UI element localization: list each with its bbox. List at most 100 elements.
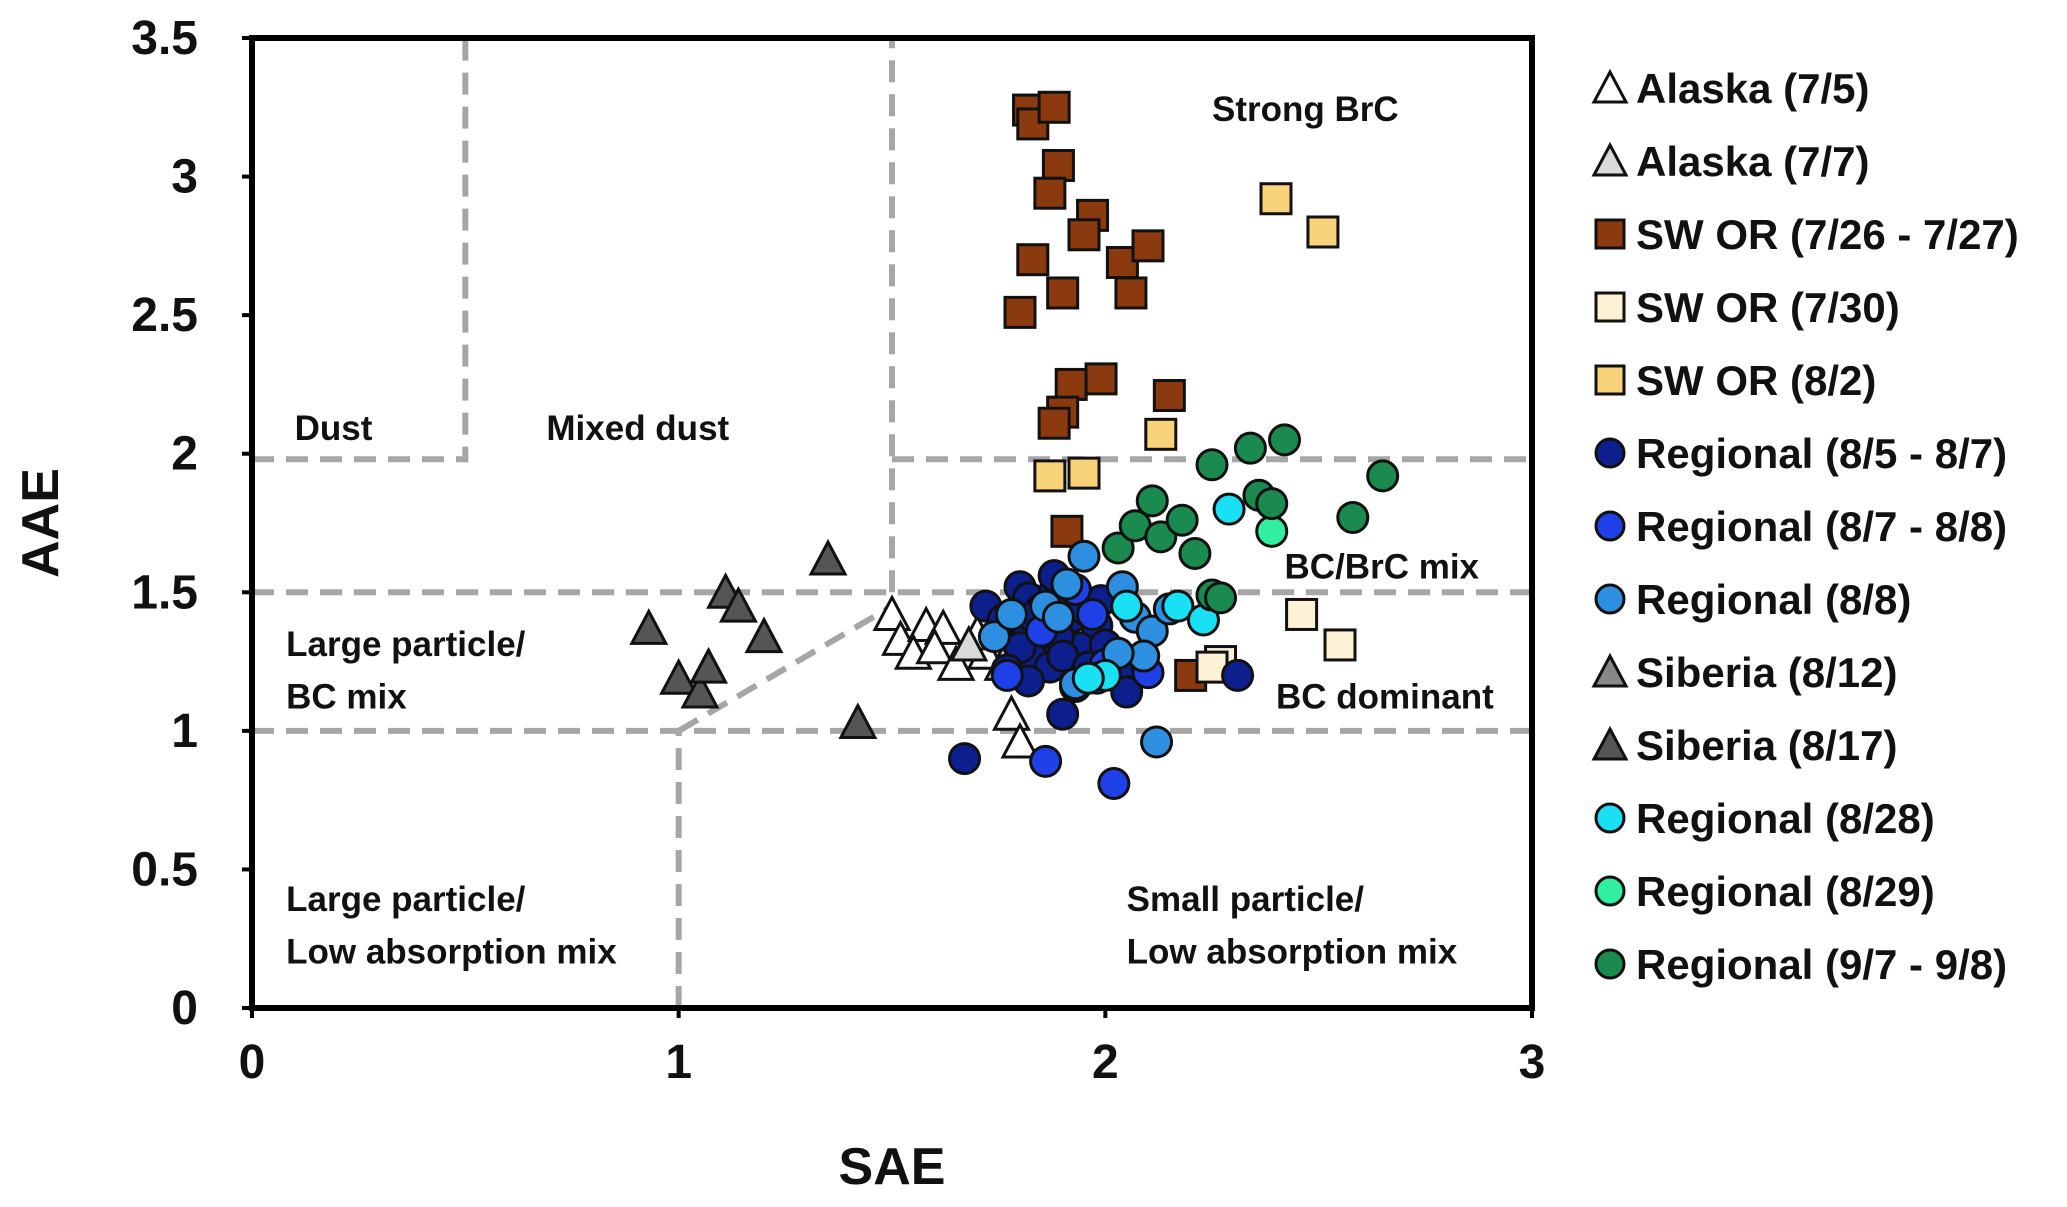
legend-item: Regional (8/7 - 8/8) [1594,503,2007,550]
region-label: Strong BrC [1212,90,1399,129]
data-point [1212,492,1246,526]
legend-label: SW OR (7/30) [1636,284,1900,331]
x-tick-label: 3 [1519,1036,1546,1089]
legend-item: SW OR (7/30) [1594,284,1900,331]
region-label: Large particle/ [286,880,526,919]
data-point [1323,628,1357,662]
data-point [1050,514,1084,548]
data-point [1144,520,1178,554]
x-axis-title: SAE [839,1138,946,1196]
legend-item: Regional (8/28) [1594,795,1935,842]
data-point [1041,148,1075,182]
data-point [1152,379,1186,413]
data-point [718,585,758,623]
legend-marker [1591,68,1629,104]
legend-label: Regional (8/28) [1636,795,1935,842]
legend-marker [1594,583,1626,615]
data-point [1067,456,1101,490]
data-point [1255,514,1289,548]
data-point [1067,539,1101,573]
data-point [1067,218,1101,252]
y-tick-label: 0.5 [131,843,198,896]
data-point [1285,597,1319,631]
legend-marker [1594,437,1626,469]
legend-item: Regional (8/8) [1594,576,1911,623]
data-point [1110,675,1144,709]
legend-item: Regional (8/29) [1594,868,1935,915]
legend-marker [1591,141,1629,177]
data-point [1000,721,1040,759]
y-tick-label: 3 [171,151,198,204]
region-label: Dust [295,409,373,448]
data-point [744,616,784,654]
legend-item: SW OR (7/26 - 7/27) [1594,211,2019,258]
y-axis-title: AAE [12,468,70,578]
data-point [689,646,729,684]
data-point [1178,536,1212,570]
data-point [1233,431,1267,465]
data-point [1037,406,1071,440]
legend-label: Alaska (7/7) [1636,138,1869,185]
data-point [1268,423,1302,457]
region-label: Large particle/ [286,625,526,664]
legend-marker [1591,652,1629,688]
legend-marker [1594,802,1626,834]
data-point [1016,243,1050,277]
data-point [1114,276,1148,310]
legend-label: Regional (8/7 - 8/8) [1636,503,2007,550]
series-11 [1255,514,1289,548]
region-label: Small particle/ [1127,880,1365,919]
data-point [1255,487,1289,521]
series-4 [1033,182,1340,493]
region-label: BC dominant [1276,678,1494,717]
region-label: Low absorption mix [286,933,617,972]
data-point [1204,581,1238,615]
data-point [1071,661,1105,695]
series-12 [1101,423,1400,615]
legend: Alaska (7/5) Alaska (7/7) SW OR (7/26 - 7/… [1591,65,2019,988]
y-tick-label: 1.5 [131,566,198,619]
data-point [1366,459,1400,493]
data-point [1144,417,1178,451]
data-point [1131,229,1165,263]
y-tick-label: 2 [171,428,198,481]
y-tick-label: 2.5 [131,289,198,342]
boundary-line-6 [677,603,894,734]
data-point [1046,276,1080,310]
data-point [948,742,982,776]
data-point [1029,744,1063,778]
data-point [994,597,1028,631]
data-point [1135,484,1169,518]
region-label: Low absorption mix [1127,933,1458,972]
x-tick-label: 1 [665,1036,692,1089]
data-point [1306,215,1340,249]
legend-item: Alaska (7/7) [1591,138,1869,185]
legend-item: Regional (8/5 - 8/7) [1594,430,2007,477]
region-label: Mixed dust [546,409,729,448]
legend-item: SW OR (8/2) [1594,357,1876,404]
data-point [872,594,912,631]
legend-label: Siberia (8/17) [1636,722,1897,769]
data-point [1084,362,1118,396]
legend-item: Siberia (8/17) [1591,722,1897,769]
data-point [991,694,1031,731]
legend-item: Siberia (8/12) [1591,649,1897,696]
data-point [1016,107,1050,141]
data-points [629,90,1400,801]
data-point [659,658,699,695]
series-9 [629,538,878,740]
legend-item: Regional (9/7 - 9/8) [1594,941,2007,988]
data-point [808,538,848,576]
legend-label: Siberia (8/12) [1636,649,1897,696]
legend-marker [1594,510,1626,542]
data-point [1336,500,1370,534]
data-point [949,624,989,662]
data-point [936,644,976,681]
data-point [915,627,955,665]
legend-marker [1594,291,1626,323]
y-tick-label: 0 [171,982,198,1035]
data-point [1101,531,1135,565]
legend-label: SW OR (7/26 - 7/27) [1636,211,2019,258]
